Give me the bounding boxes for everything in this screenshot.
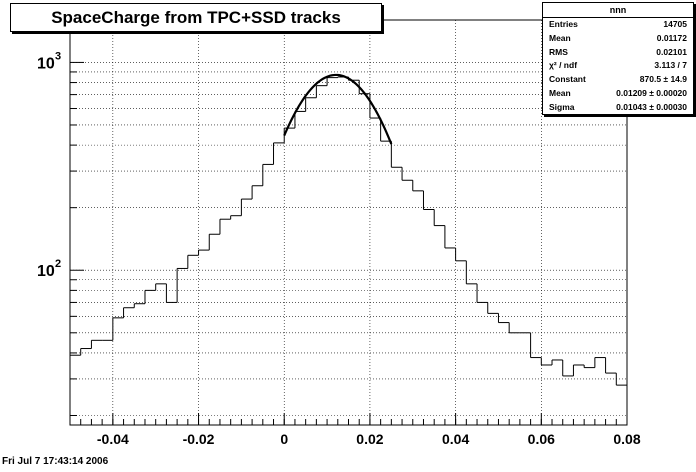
x-tick-label: -0.02 — [183, 431, 215, 447]
stats-value: 0.01209 ± 0.00020 — [616, 87, 687, 98]
x-tick-label: -0.04 — [97, 431, 129, 447]
x-tick-label: 0.02 — [356, 431, 383, 447]
chart-title: SpaceCharge from TPC+SSD tracks — [10, 3, 382, 32]
stats-row: RMS 0.02101 — [543, 46, 693, 60]
x-tick-label: 0.08 — [613, 431, 640, 447]
stats-key: Mean — [549, 32, 571, 43]
y-tick-exponent: 3 — [55, 50, 61, 62]
y-tick-exponent: 2 — [55, 258, 61, 270]
stats-value: 14705 — [663, 19, 687, 29]
x-tick-label: 0.04 — [442, 431, 469, 447]
x-tick-label: 0.06 — [528, 431, 555, 447]
stats-value: 3.113 / 7 — [654, 60, 687, 71]
y-tick-label: 10 — [37, 55, 55, 72]
stats-row: Mean 0.01209 ± 0.00020 — [543, 87, 693, 101]
stats-value: 0.01043 ± 0.00030 — [616, 101, 687, 112]
stats-value: 0.02101 — [656, 46, 687, 57]
stats-key: RMS — [549, 46, 568, 57]
stats-row: Sigma 0.01043 ± 0.00030 — [543, 101, 693, 115]
stats-box-name: nnn — [543, 3, 693, 18]
stats-row: Mean 0.01172 — [543, 32, 693, 46]
stats-box: nnn Entries 14705 Mean 0.01172 RMS 0.02101 … — [542, 2, 694, 115]
timestamp: Fri Jul 7 17:43:14 2006 — [2, 456, 109, 467]
fit-curve — [283, 73, 393, 145]
stats-key: Mean — [549, 87, 571, 98]
histogram-bars — [70, 76, 627, 386]
stats-row: Entries 14705 — [543, 18, 693, 32]
y-tick-label: 10 — [37, 263, 55, 280]
stats-value: 0.01172 — [656, 32, 687, 43]
gaussian-fit-curve — [283, 73, 393, 145]
x-axis: -0.04 -0.02 0 0.02 0.04 0.06 0.08 — [69, 413, 641, 447]
stats-key: Sigma — [549, 101, 575, 112]
stats-key: Entries — [549, 19, 578, 29]
x-tick-label: 0 — [280, 431, 288, 447]
stats-row: χ² / ndf 3.113 / 7 — [543, 59, 693, 73]
stats-value: 870.5 ± 14.9 — [639, 74, 687, 85]
stats-row: Constant 870.5 ± 14.9 — [543, 73, 693, 87]
stats-key: χ² / ndf — [549, 60, 578, 71]
stats-key: Constant — [549, 74, 586, 85]
